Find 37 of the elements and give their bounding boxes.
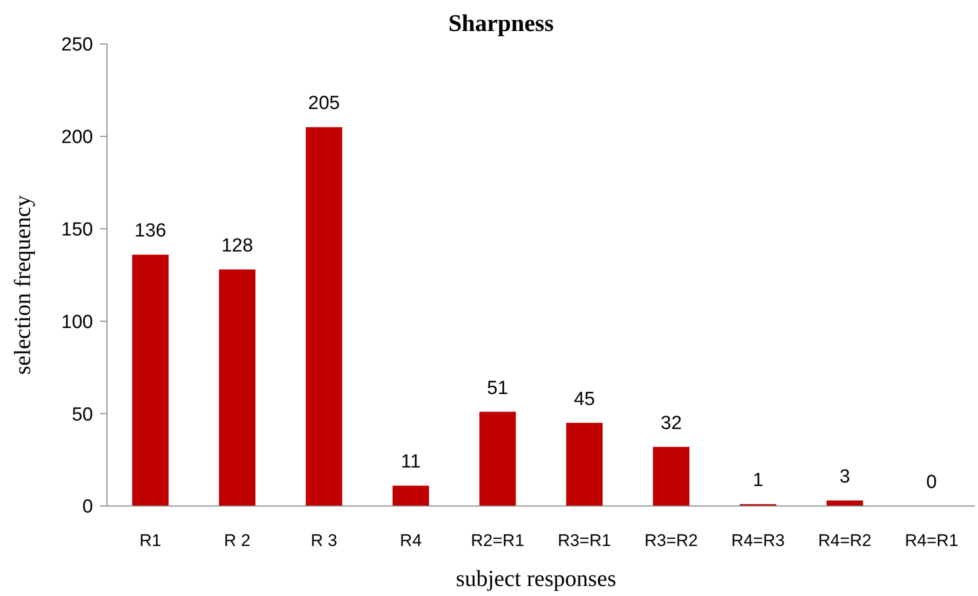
x-tick-label: R4=R1 [904,531,958,550]
bar [306,127,342,506]
y-tick-label: 0 [82,496,93,518]
bar [566,422,603,506]
y-tick-label: 200 [61,127,93,148]
bar [652,446,690,506]
data-label: 136 [134,220,166,242]
data-label: 0 [926,472,937,493]
data-label: 205 [308,93,340,114]
x-tick-label: R3=R2 [644,531,698,550]
x-axis-title: subject responses [456,566,616,591]
bar [479,412,516,506]
data-label: 45 [574,388,595,410]
y-tick-label: 50 [72,404,93,426]
bar [826,500,864,506]
y-axis-title: selection frequency [10,194,35,375]
data-label: 11 [400,452,421,473]
x-tick-label: R 3 [310,531,338,550]
x-tick-label: R3=R1 [558,531,612,550]
y-tick-label: 100 [61,312,93,333]
data-label: 3 [840,466,850,488]
data-label: 51 [487,378,508,399]
x-tick-label: R4 [400,531,422,550]
x-tick-label: R2=R1 [470,531,524,550]
bar [132,254,169,506]
y-tick-label: 150 [61,219,93,240]
y-tick-label: 250 [61,34,93,56]
x-tick-label: R4=R2 [818,531,872,550]
bar [392,486,430,506]
data-label: 128 [221,235,254,256]
x-tick-label: R4=R3 [731,531,785,550]
data-label: 32 [660,412,682,434]
x-tick-label: R 2 [224,531,250,550]
bar [218,269,256,506]
data-label: 1 [752,470,764,492]
x-tick-label: R1 [140,531,162,550]
chart-title: Sharpness [448,11,554,37]
